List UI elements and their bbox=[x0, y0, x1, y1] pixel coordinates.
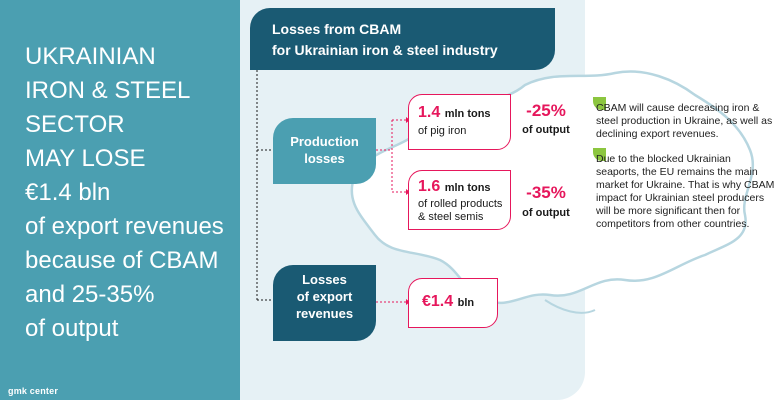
headline-line: SECTOR bbox=[25, 111, 125, 138]
pig-iron-pct: -25% bbox=[526, 101, 566, 120]
pig-iron-pct-label: of output bbox=[522, 124, 570, 136]
pig-iron-unit: mln tons bbox=[444, 108, 491, 120]
rolled-sub-2: & steel semis bbox=[418, 211, 484, 223]
export-value-box: €1.4 bln bbox=[408, 278, 498, 328]
note-bullet-icon bbox=[593, 97, 606, 110]
headline-line: because of CBAM bbox=[25, 247, 219, 274]
note-1: CBAM will cause decreasing iron & steel … bbox=[596, 102, 773, 140]
title-line-1: Losses from CBAM bbox=[272, 21, 402, 37]
headline-line: MAY LOSE bbox=[25, 145, 146, 172]
export-number: €1.4 bbox=[422, 293, 454, 310]
rolled-pct-label: of output bbox=[522, 207, 570, 219]
export-label-line: of export bbox=[296, 289, 353, 304]
headline-line: UKRAINIAN bbox=[25, 43, 156, 70]
note-bullet-icon bbox=[593, 148, 606, 161]
rolled-number: 1.6 bbox=[418, 178, 441, 195]
rolled-unit: mln tons bbox=[444, 182, 491, 194]
production-label-line: Production bbox=[290, 134, 359, 149]
brand-logo: gmk center bbox=[8, 386, 59, 396]
headline-line: of output bbox=[25, 315, 119, 342]
headline: UKRAINIAN IRON & STEEL SECTOR MAY LOSE €… bbox=[25, 40, 240, 346]
title-line-2: for Ukrainian iron & steel industry bbox=[272, 42, 498, 58]
production-label-line: losses bbox=[304, 151, 345, 166]
chart-title: Losses from CBAM for Ukrainian iron & st… bbox=[250, 8, 555, 70]
headline-line: €1.4 bln bbox=[25, 179, 111, 206]
headline-line: and 25-35% bbox=[25, 281, 155, 308]
pig-iron-number: 1.4 bbox=[418, 104, 441, 121]
export-label-line: Losses bbox=[302, 272, 347, 287]
export-losses-box: Losses of export revenues bbox=[273, 265, 376, 341]
rolled-value-box: 1.6 mln tons of rolled products & steel … bbox=[408, 170, 511, 230]
rolled-pct: -35% bbox=[526, 183, 566, 202]
rolled-sub-1: of rolled products bbox=[418, 198, 503, 210]
pig-iron-value-box: 1.4 mln tons of pig iron bbox=[408, 94, 511, 150]
pig-iron-sub: of pig iron bbox=[418, 125, 467, 137]
export-unit: bln bbox=[457, 297, 475, 309]
export-label-line: revenues bbox=[295, 306, 354, 321]
production-losses-box: Production losses bbox=[273, 118, 376, 184]
left-panel bbox=[0, 0, 240, 400]
headline-line: IRON & STEEL bbox=[25, 77, 191, 104]
headline-line: of export revenues bbox=[25, 213, 224, 240]
note-2: Due to the blocked Ukrainian seaports, t… bbox=[596, 153, 775, 230]
